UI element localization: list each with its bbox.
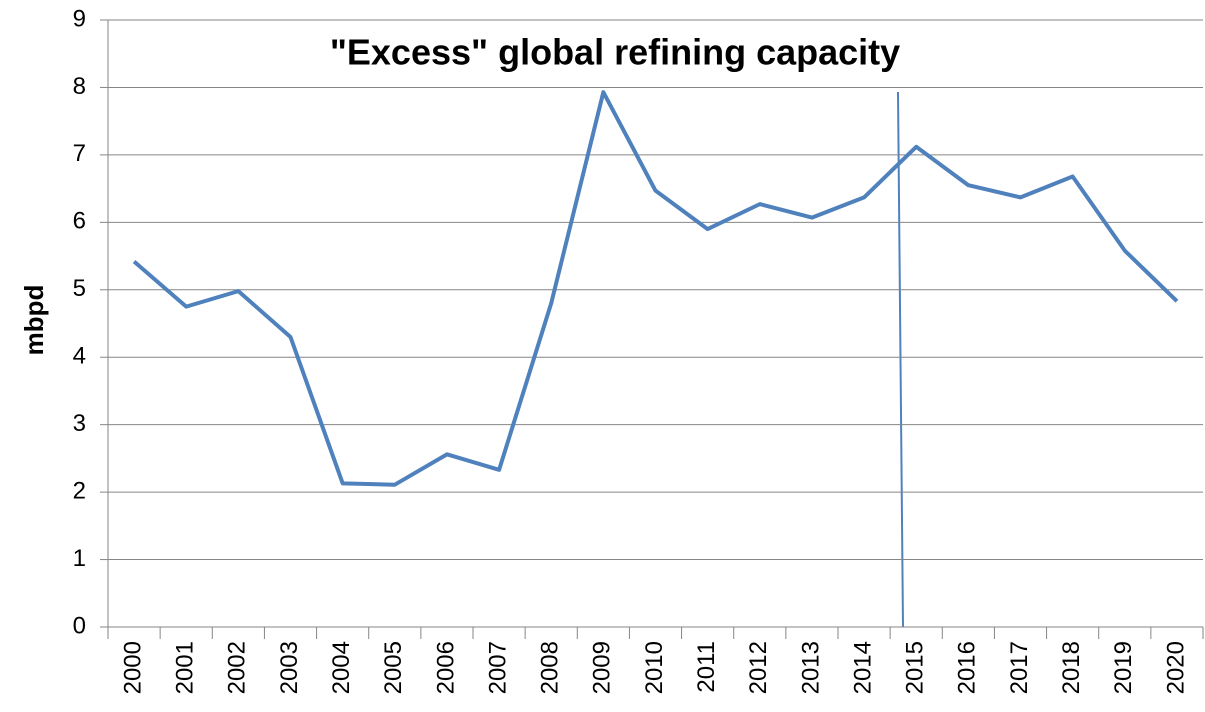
x-tick-label: 2010 — [641, 641, 668, 694]
y-tick-label: 9 — [73, 5, 86, 32]
y-tick-label: 0 — [73, 612, 86, 639]
x-tick-label: 2015 — [902, 641, 929, 694]
x-tick-label: 2014 — [849, 641, 876, 694]
y-axis-label: mbpd — [19, 285, 49, 356]
chart-title: "Excess" global refining capacity — [330, 32, 900, 73]
x-tick-label: 2001 — [172, 641, 199, 694]
y-tick-label: 1 — [73, 545, 86, 572]
x-tick-label: 2013 — [797, 641, 824, 694]
x-tick-label: 2000 — [119, 641, 146, 694]
x-tick-label: 2016 — [954, 641, 981, 694]
x-tick-label: 2004 — [328, 641, 355, 694]
y-tick-label: 8 — [73, 73, 86, 100]
x-tick-label: 2006 — [432, 641, 459, 694]
x-tick-label: 2009 — [589, 641, 616, 694]
y-tick-label: 5 — [73, 275, 86, 302]
x-tick-label: 2017 — [1006, 641, 1033, 694]
x-tick-label: 2007 — [484, 641, 511, 694]
annotation-line — [897, 91, 904, 628]
y-tick-label: 6 — [73, 208, 86, 235]
x-tick-label: 2012 — [745, 641, 772, 694]
y-tick-label: 4 — [73, 343, 86, 370]
x-tick-label: 2018 — [1058, 641, 1085, 694]
x-tick-label: 2019 — [1110, 641, 1137, 694]
x-tick-label: 2008 — [537, 641, 564, 694]
x-tick-label: 2002 — [224, 641, 251, 694]
y-tick-label: 7 — [73, 140, 86, 167]
y-tick-label: 2 — [73, 477, 86, 504]
x-tick-label: 2005 — [380, 641, 407, 694]
x-tick-label: 2003 — [276, 641, 303, 694]
y-tick-label: 3 — [73, 410, 86, 437]
data-line — [132, 90, 1179, 487]
x-tick-label: 2011 — [693, 641, 720, 693]
x-tick-label: 2020 — [1162, 641, 1189, 694]
